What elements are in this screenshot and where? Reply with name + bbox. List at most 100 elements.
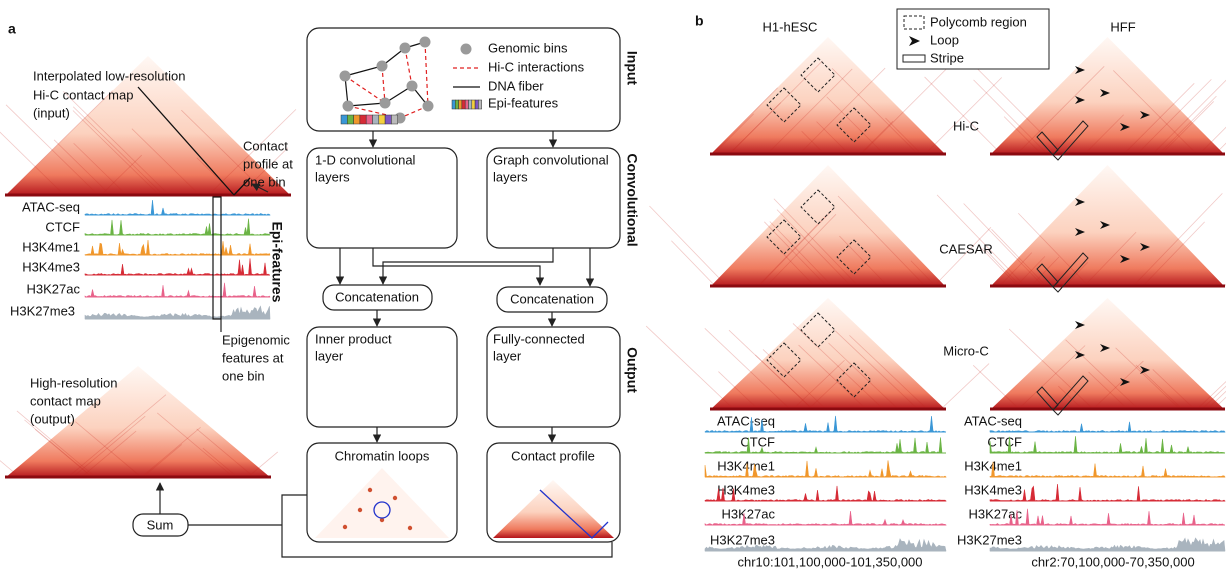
loop-dot — [408, 526, 412, 530]
figure: a Interpolated low-resolution Hi-C conta… — [0, 0, 1226, 571]
map-texture — [973, 365, 1020, 410]
epi-cell — [478, 100, 481, 109]
graph-node — [377, 61, 388, 72]
graph-node — [340, 71, 351, 82]
region-label: chr10:101,100,000-101,350,000 — [737, 554, 922, 569]
map-texture — [1214, 77, 1226, 155]
row-label: Hi-C — [953, 118, 979, 133]
legend-label: Stripe — [930, 50, 964, 65]
loop-dot — [393, 496, 397, 500]
map-texture — [646, 326, 734, 410]
box-label: Graph convolutional — [493, 152, 609, 167]
track-label: H3K27me3 — [957, 532, 1022, 547]
stage-label: Input — [624, 51, 640, 86]
epi-cell — [347, 115, 353, 124]
track-signal — [85, 219, 270, 235]
track-label: ATAC-seq — [964, 413, 1022, 428]
map-texture — [933, 227, 991, 287]
legend-label: DNA fiber — [488, 78, 544, 93]
track-label: H3K27me3 — [10, 303, 75, 318]
track-label: H3K27ac — [27, 281, 81, 296]
box-label: Inner product — [315, 331, 392, 346]
epi-features-title: Epi-features — [269, 222, 285, 303]
track-signal — [85, 306, 270, 319]
legend-label: Epi-features — [488, 95, 559, 110]
input-map-label: (input) — [33, 105, 70, 120]
track-label: H3K4me3 — [964, 482, 1022, 497]
epi-cell — [360, 115, 366, 124]
epi-tracks: ATAC-seqATAC-seqCTCFCTCFH3K4me1H3K4me1H3… — [705, 413, 1225, 551]
legend-label: Hi-C interactions — [488, 59, 585, 74]
epi-cell — [459, 100, 462, 109]
epi-cell — [354, 115, 360, 124]
epi-tracks: ATAC-seqCTCFH3K4me1H3K4me3H3K27acH3K27me… — [10, 199, 270, 319]
box-label: Concatenation — [335, 289, 419, 304]
graph-node — [407, 81, 418, 92]
heatmaps — [646, 37, 1226, 415]
epi-cell — [475, 100, 478, 109]
box-label: Fully-connected — [493, 331, 585, 346]
legend-node — [461, 44, 472, 55]
page: Figure html, body { margin: 0; padding: … — [0, 0, 1226, 571]
body: { "panel_a": { "label": "a", "input_map_… — [0, 0, 1226, 571]
track-signal — [990, 462, 1225, 477]
graph-node — [343, 101, 354, 112]
epi-cell — [385, 115, 391, 124]
contact-profile-label: profile at — [243, 156, 293, 171]
row-label: CAESAR — [939, 241, 992, 256]
contact-map — [710, 165, 946, 287]
box-label: Contact profile — [511, 448, 595, 463]
epigenomic-label: features at — [222, 350, 284, 365]
stage-label: Convolutional — [624, 153, 640, 246]
box-label: layer — [493, 348, 522, 363]
box-label: layers — [315, 169, 350, 184]
track-signal — [990, 538, 1225, 551]
epi-cell — [462, 100, 465, 109]
track-label: H3K27ac — [722, 506, 776, 521]
epi-cell — [391, 115, 397, 124]
sum-label: Sum — [147, 517, 174, 532]
epigenomic-label: one bin — [222, 368, 265, 383]
epi-cell — [379, 115, 385, 124]
stage-label: Output — [624, 347, 640, 393]
track-signal — [85, 200, 270, 215]
track-signal — [85, 240, 270, 255]
epi-cell — [373, 115, 379, 124]
column-title: H1-hESC — [763, 19, 818, 34]
legend-label: Genomic bins — [488, 40, 568, 55]
track-label: H3K27ac — [969, 506, 1023, 521]
epi-cell — [452, 100, 455, 109]
legend-label: Loop — [930, 32, 959, 47]
epi-cell — [469, 100, 472, 109]
output-map-label: High-resolution — [30, 375, 117, 390]
track-signal — [990, 509, 1225, 525]
graph-node — [400, 43, 411, 54]
track-label: CTCF — [740, 434, 775, 449]
connector — [373, 248, 540, 285]
contact-profile-label: one bin — [243, 174, 286, 189]
output-map-label: contact map — [30, 393, 101, 408]
epi-cell — [472, 100, 475, 109]
track-signal — [990, 422, 1225, 432]
map-texture — [671, 241, 716, 287]
graph-node — [420, 37, 431, 48]
box-label: layers — [493, 169, 528, 184]
track-label: ATAC-seq — [22, 199, 80, 214]
track-signal — [990, 484, 1225, 501]
graph-node — [380, 98, 391, 109]
track-signal — [85, 258, 270, 275]
contact-map — [990, 298, 1225, 410]
output-map-label: (output) — [30, 411, 75, 426]
panel-label: a — [8, 21, 16, 37]
graph-node — [423, 101, 434, 112]
epi-cell — [455, 100, 458, 109]
loop-dot — [358, 508, 362, 512]
box-label: 1-D convolutional — [315, 152, 416, 167]
track-label: H3K4me1 — [22, 239, 80, 254]
map-texture — [940, 364, 989, 410]
track-label: H3K4me3 — [22, 259, 80, 274]
epi-cell — [341, 115, 347, 124]
region-label: chr2:70,100,000-70,350,000 — [1031, 554, 1194, 569]
track-label: CTCF — [987, 434, 1022, 449]
loop-dot — [368, 488, 372, 492]
